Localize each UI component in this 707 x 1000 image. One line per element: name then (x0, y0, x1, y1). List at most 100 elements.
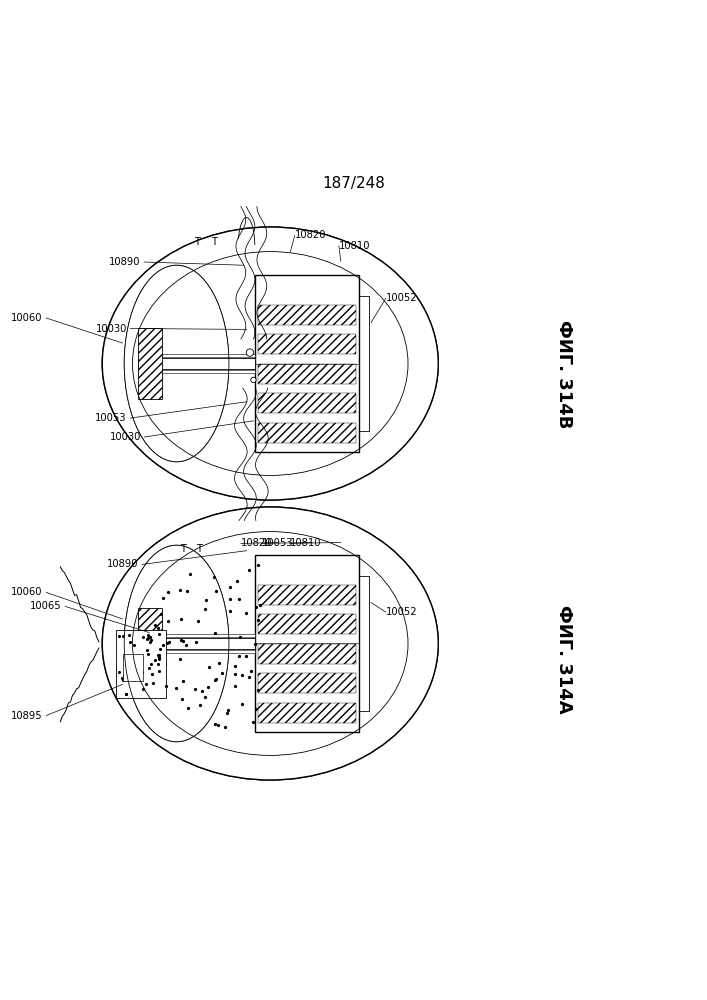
Point (210, 583, 221, 599)
Point (209, 569, 220, 585)
Point (154, 641, 165, 657)
Bar (116, 630, 166, 698)
Point (153, 651, 164, 667)
Bar (258, 673, 356, 693)
Point (252, 612, 264, 628)
Bar (138, 328, 161, 399)
Point (149, 617, 160, 633)
Point (128, 672, 139, 688)
Point (117, 670, 128, 686)
Bar (138, 650, 255, 653)
Point (120, 686, 132, 702)
Text: 10890: 10890 (107, 559, 139, 569)
Point (143, 630, 154, 646)
Point (230, 678, 241, 694)
Point (235, 629, 246, 645)
Text: 10030: 10030 (110, 432, 141, 442)
Bar (255, 555, 359, 732)
Point (180, 637, 192, 653)
Point (216, 665, 228, 681)
Point (233, 648, 245, 664)
Bar (258, 614, 356, 634)
Ellipse shape (124, 545, 229, 742)
Point (162, 635, 173, 651)
Ellipse shape (124, 265, 229, 462)
Text: 187/248: 187/248 (323, 176, 386, 191)
Text: 10060: 10060 (11, 587, 42, 597)
Text: T: T (194, 237, 200, 247)
Text: 10890: 10890 (110, 257, 141, 267)
Point (252, 682, 264, 698)
Ellipse shape (103, 227, 438, 500)
Ellipse shape (124, 265, 229, 462)
Point (252, 557, 264, 573)
Point (140, 676, 151, 692)
Point (128, 648, 139, 664)
Circle shape (246, 349, 254, 356)
Bar (258, 393, 356, 413)
Point (189, 681, 201, 697)
Point (175, 632, 187, 648)
Point (141, 631, 153, 647)
Point (152, 620, 163, 636)
Point (255, 597, 266, 613)
Point (214, 655, 225, 671)
Point (153, 663, 165, 679)
Point (162, 613, 173, 629)
Point (146, 666, 158, 682)
Point (113, 628, 124, 644)
Text: T: T (180, 544, 186, 554)
Ellipse shape (148, 612, 205, 675)
Point (138, 681, 149, 697)
Point (212, 717, 223, 733)
Point (250, 701, 262, 717)
Point (233, 591, 244, 607)
Point (236, 696, 247, 712)
Bar (258, 423, 356, 443)
Ellipse shape (132, 532, 408, 755)
Bar (258, 585, 356, 605)
Circle shape (251, 377, 256, 383)
Point (141, 642, 153, 658)
Point (175, 651, 186, 667)
Text: ФИГ. 314В: ФИГ. 314В (555, 320, 573, 428)
Point (249, 636, 260, 652)
Point (162, 584, 173, 600)
Point (209, 716, 221, 732)
Point (200, 592, 211, 608)
Point (146, 656, 157, 672)
Point (209, 672, 220, 688)
Point (236, 667, 247, 683)
Point (250, 599, 262, 615)
Text: 10820: 10820 (295, 230, 326, 240)
Ellipse shape (132, 252, 408, 475)
Point (209, 625, 221, 641)
Point (244, 669, 255, 685)
Point (117, 672, 129, 688)
Point (192, 613, 204, 629)
Bar (123, 654, 144, 681)
Text: T: T (196, 544, 202, 554)
Point (177, 633, 189, 649)
Point (153, 656, 164, 672)
Point (175, 611, 187, 627)
Text: ФИГ. 314А: ФИГ. 314А (555, 605, 573, 714)
Bar (255, 275, 359, 452)
Bar (258, 703, 356, 723)
Point (222, 702, 233, 718)
Text: 10810: 10810 (290, 538, 322, 548)
Point (120, 686, 132, 702)
Bar (138, 634, 255, 637)
Point (153, 649, 164, 665)
Point (229, 658, 240, 674)
Point (144, 660, 155, 676)
Point (231, 573, 243, 589)
Point (224, 603, 235, 619)
Point (177, 673, 188, 689)
Point (124, 634, 136, 650)
Point (136, 664, 148, 680)
Point (203, 659, 214, 675)
Point (153, 626, 164, 642)
Text: 10060: 10060 (11, 313, 42, 323)
Point (245, 663, 257, 679)
